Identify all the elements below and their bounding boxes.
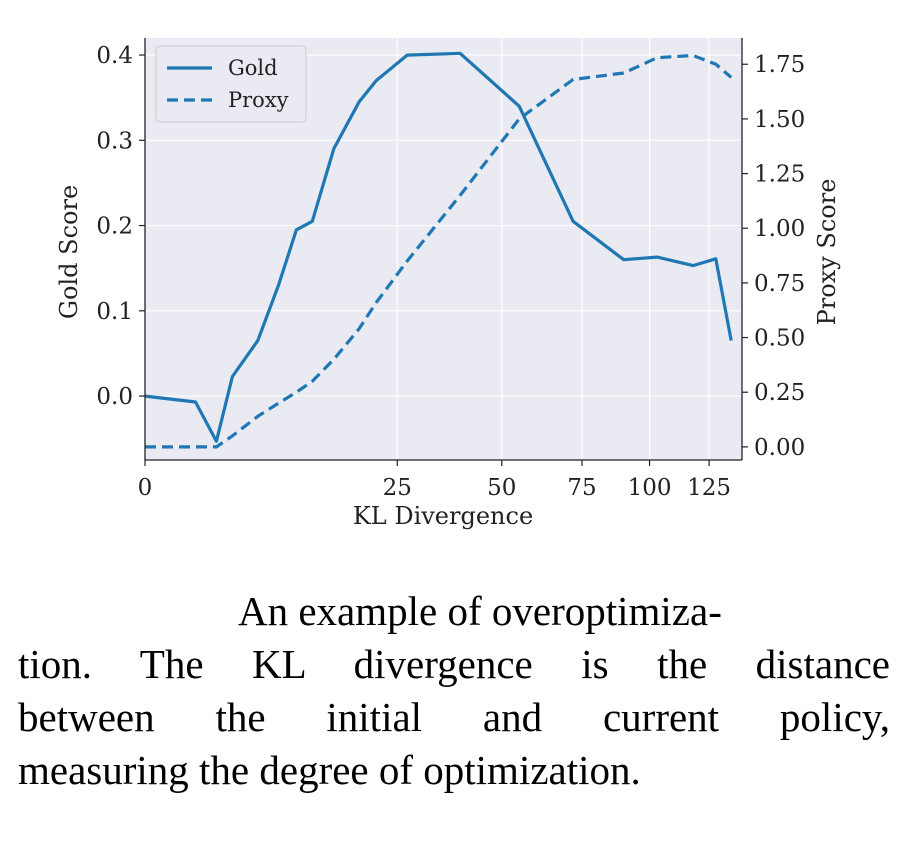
series-lines <box>144 51 733 449</box>
figure: 0 25 50 75 100 125 0.0 0.1 0.2 0.3 0.4 0.00 0.25 0.50… <box>55 38 841 530</box>
y-tick-label-left: 0.0 <box>96 384 133 410</box>
y-tick-label-right: 1.75 <box>754 52 805 78</box>
y-axis-label-left: Gold Score <box>55 185 83 319</box>
y-tick-label-right: 0.25 <box>754 380 805 406</box>
caption-line-4: measuring the degree of optimization. <box>18 747 641 793</box>
legend-label-gold: Gold <box>228 56 278 80</box>
x-tick-label: 100 <box>628 475 672 501</box>
legend-label-proxy: Proxy <box>228 88 289 112</box>
y-tick-label-left: 0.4 <box>96 43 133 69</box>
caption-line-1: An example of overoptimiza- <box>238 588 722 634</box>
chart: 0 25 50 75 100 125 0.0 0.1 0.2 0.3 0.4 0.00 0.25 0.50… <box>55 38 841 530</box>
y-tick-label-right: 1.00 <box>754 216 805 242</box>
y-tick-label-right: 1.25 <box>754 162 805 188</box>
axes <box>139 38 748 466</box>
x-axis-label: KL Divergence <box>353 502 533 530</box>
y-tick-label-right: 1.50 <box>754 107 805 133</box>
x-tick-label: 50 <box>487 475 516 501</box>
x-tick-label: 125 <box>687 475 731 501</box>
caption-line-3: between the initial and current policy, <box>18 694 890 740</box>
y-tick-label-left: 0.2 <box>96 214 133 240</box>
legend-box <box>155 45 307 123</box>
legend: Gold Proxy <box>155 45 307 123</box>
x-tick-label: 0 <box>138 475 153 501</box>
y-tick-label-left: 0.3 <box>96 128 133 154</box>
x-tick-label: 75 <box>567 475 596 501</box>
y-tick-label-right: 0.00 <box>754 435 805 461</box>
y-axis-label-right: Proxy Score <box>813 179 841 326</box>
y-tick-label-left: 0.1 <box>96 299 133 325</box>
x-tick-label: 25 <box>383 475 412 501</box>
figure-caption: An example of overoptimiza- tion. The KL… <box>18 585 890 797</box>
caption-line-2: tion. The KL divergence is the distance <box>18 641 890 687</box>
y-tick-label-right: 0.75 <box>754 271 805 297</box>
y-tick-label-right: 0.50 <box>754 326 805 352</box>
tick-labels: 0 25 50 75 100 125 0.0 0.1 0.2 0.3 0.4 0.00 0.25 0.50… <box>96 43 805 501</box>
series-line-gold <box>144 51 733 443</box>
series-line-proxy <box>145 53 733 449</box>
